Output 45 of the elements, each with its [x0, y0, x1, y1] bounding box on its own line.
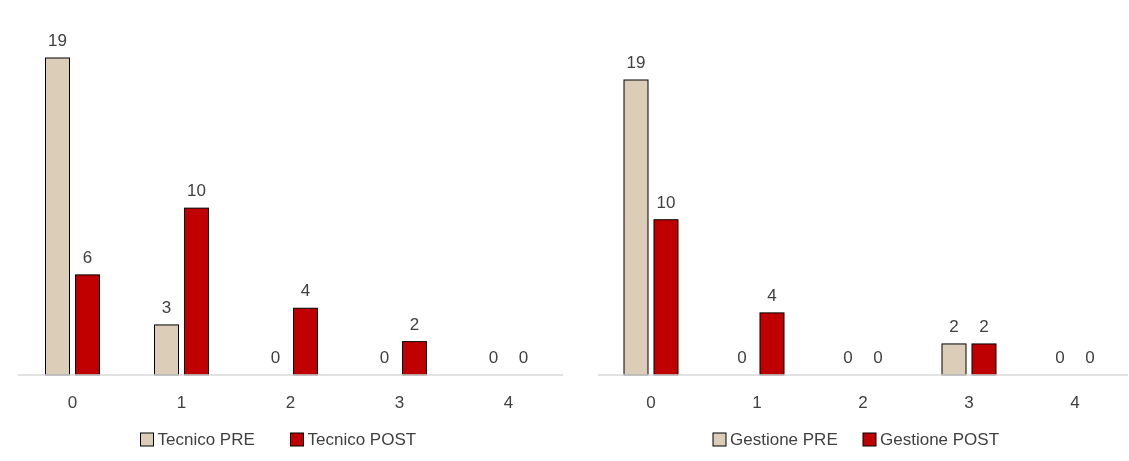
data-label: 0: [1085, 348, 1095, 367]
data-label: 2: [409, 314, 420, 334]
data-label: 0: [737, 348, 747, 367]
data-label: 3: [161, 297, 172, 317]
data-label: 0: [270, 348, 281, 367]
bar: [184, 207, 209, 376]
data-label: 0: [518, 348, 529, 367]
x-tick-label: 4: [1070, 393, 1080, 412]
legend-label: Tecnico PRE: [157, 430, 255, 449]
legend-label: Gestione POST: [880, 430, 1000, 449]
data-label: 10: [187, 181, 206, 201]
x-tick-label: 3: [964, 393, 974, 412]
data-label: 0: [379, 348, 390, 367]
x-tick-label: 2: [858, 393, 868, 412]
x-tick-label: 4: [503, 393, 514, 412]
bar: [941, 343, 967, 376]
data-label: 19: [48, 31, 67, 50]
x-tick-label: 0: [67, 393, 78, 412]
bar: [623, 79, 649, 376]
x-tick-label: 1: [176, 393, 187, 412]
bar: [759, 312, 785, 376]
bar: [293, 307, 318, 376]
data-label: 10: [656, 192, 676, 212]
data-label: 4: [767, 285, 777, 305]
data-label: 2: [979, 316, 989, 336]
x-tick-label: 0: [646, 393, 656, 412]
x-tick-label: 1: [752, 393, 762, 412]
bar: [45, 57, 70, 376]
legend-label: Tecnico POST: [307, 430, 417, 449]
data-label: 6: [82, 247, 93, 267]
data-label: 0: [488, 348, 499, 367]
x-tick-label: 2: [285, 393, 296, 412]
data-label: 0: [1055, 348, 1065, 367]
data-label: 0: [843, 348, 853, 367]
bar: [154, 324, 179, 376]
data-label: 4: [300, 281, 311, 301]
data-label: 0: [873, 348, 883, 367]
bar: [653, 219, 679, 376]
x-tick-label: 3: [394, 393, 405, 412]
bar: [75, 274, 100, 376]
data-label: 19: [626, 53, 646, 72]
bar: [971, 343, 997, 376]
bar: [402, 341, 427, 376]
data-label: 2: [949, 316, 959, 336]
legend-label: Gestione PRE: [730, 430, 838, 449]
